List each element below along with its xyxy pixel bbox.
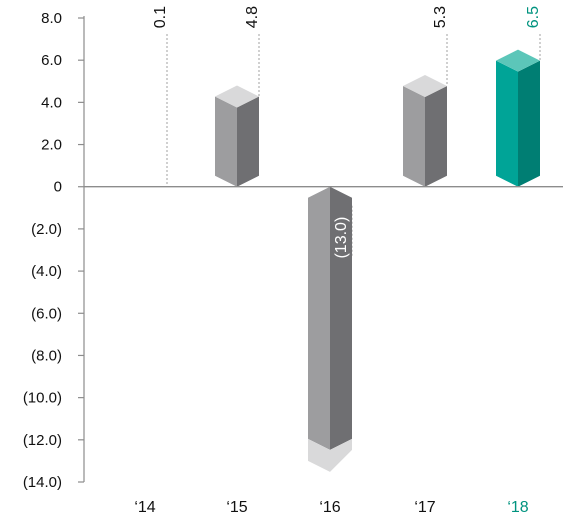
bar-4	[496, 49, 540, 187]
bar-cap	[308, 438, 352, 472]
value-label: 0.1	[152, 6, 169, 28]
bar-front-face	[215, 96, 237, 187]
y-tick-label: 4.0	[41, 94, 62, 111]
y-tick-label: 2.0	[41, 137, 62, 154]
bar-side-face	[518, 60, 540, 187]
bar-2	[308, 186, 352, 472]
value-label: (13.0)	[333, 217, 350, 259]
y-tick-label: (6.0)	[31, 305, 62, 322]
value-label: 5.3	[432, 6, 449, 28]
bars	[215, 49, 540, 472]
value-label: 4.8	[244, 6, 261, 28]
y-tick-label: (8.0)	[31, 347, 62, 364]
y-tick-label: (4.0)	[31, 263, 62, 280]
y-tick-label: (14.0)	[23, 474, 62, 491]
x-category-label: ‘14	[134, 499, 155, 516]
x-category-label: ‘16	[319, 499, 340, 516]
bar-cap	[215, 85, 259, 108]
y-tick-label: (2.0)	[31, 221, 62, 238]
y-tick-label: 8.0	[41, 10, 62, 27]
bar-side-face	[425, 85, 447, 187]
bar-side-face	[237, 96, 259, 187]
value-label: 6.5	[525, 6, 542, 28]
x-axis: ‘14 ‘15 ‘16 ‘17 ‘18	[84, 186, 563, 516]
y-tick-label: (10.0)	[23, 390, 62, 407]
bar-side-face	[330, 186, 352, 450]
y-tick-label: 0	[54, 179, 62, 196]
y-tick-label: 6.0	[41, 52, 62, 69]
x-category-label: ‘17	[414, 499, 435, 516]
value-labels: 0.1 4.8 (13.0) 5.3 6.5	[152, 6, 542, 259]
y-tick-label: (12.0)	[23, 432, 62, 449]
x-category-label: ‘15	[226, 499, 247, 516]
bar-cap	[496, 49, 540, 72]
y-axis: 8.0 6.0 4.0 2.0 0 (2.0) (4.0) (6.0) (8.0) (10.0) (…	[23, 10, 85, 491]
bar-front-face	[403, 85, 425, 187]
bar-front-face	[496, 60, 518, 187]
bar-3	[403, 74, 447, 187]
bar-front-face	[308, 186, 330, 450]
x-category-label: ‘18	[507, 499, 528, 516]
bar-cap	[403, 74, 447, 97]
bar-1	[215, 85, 259, 187]
